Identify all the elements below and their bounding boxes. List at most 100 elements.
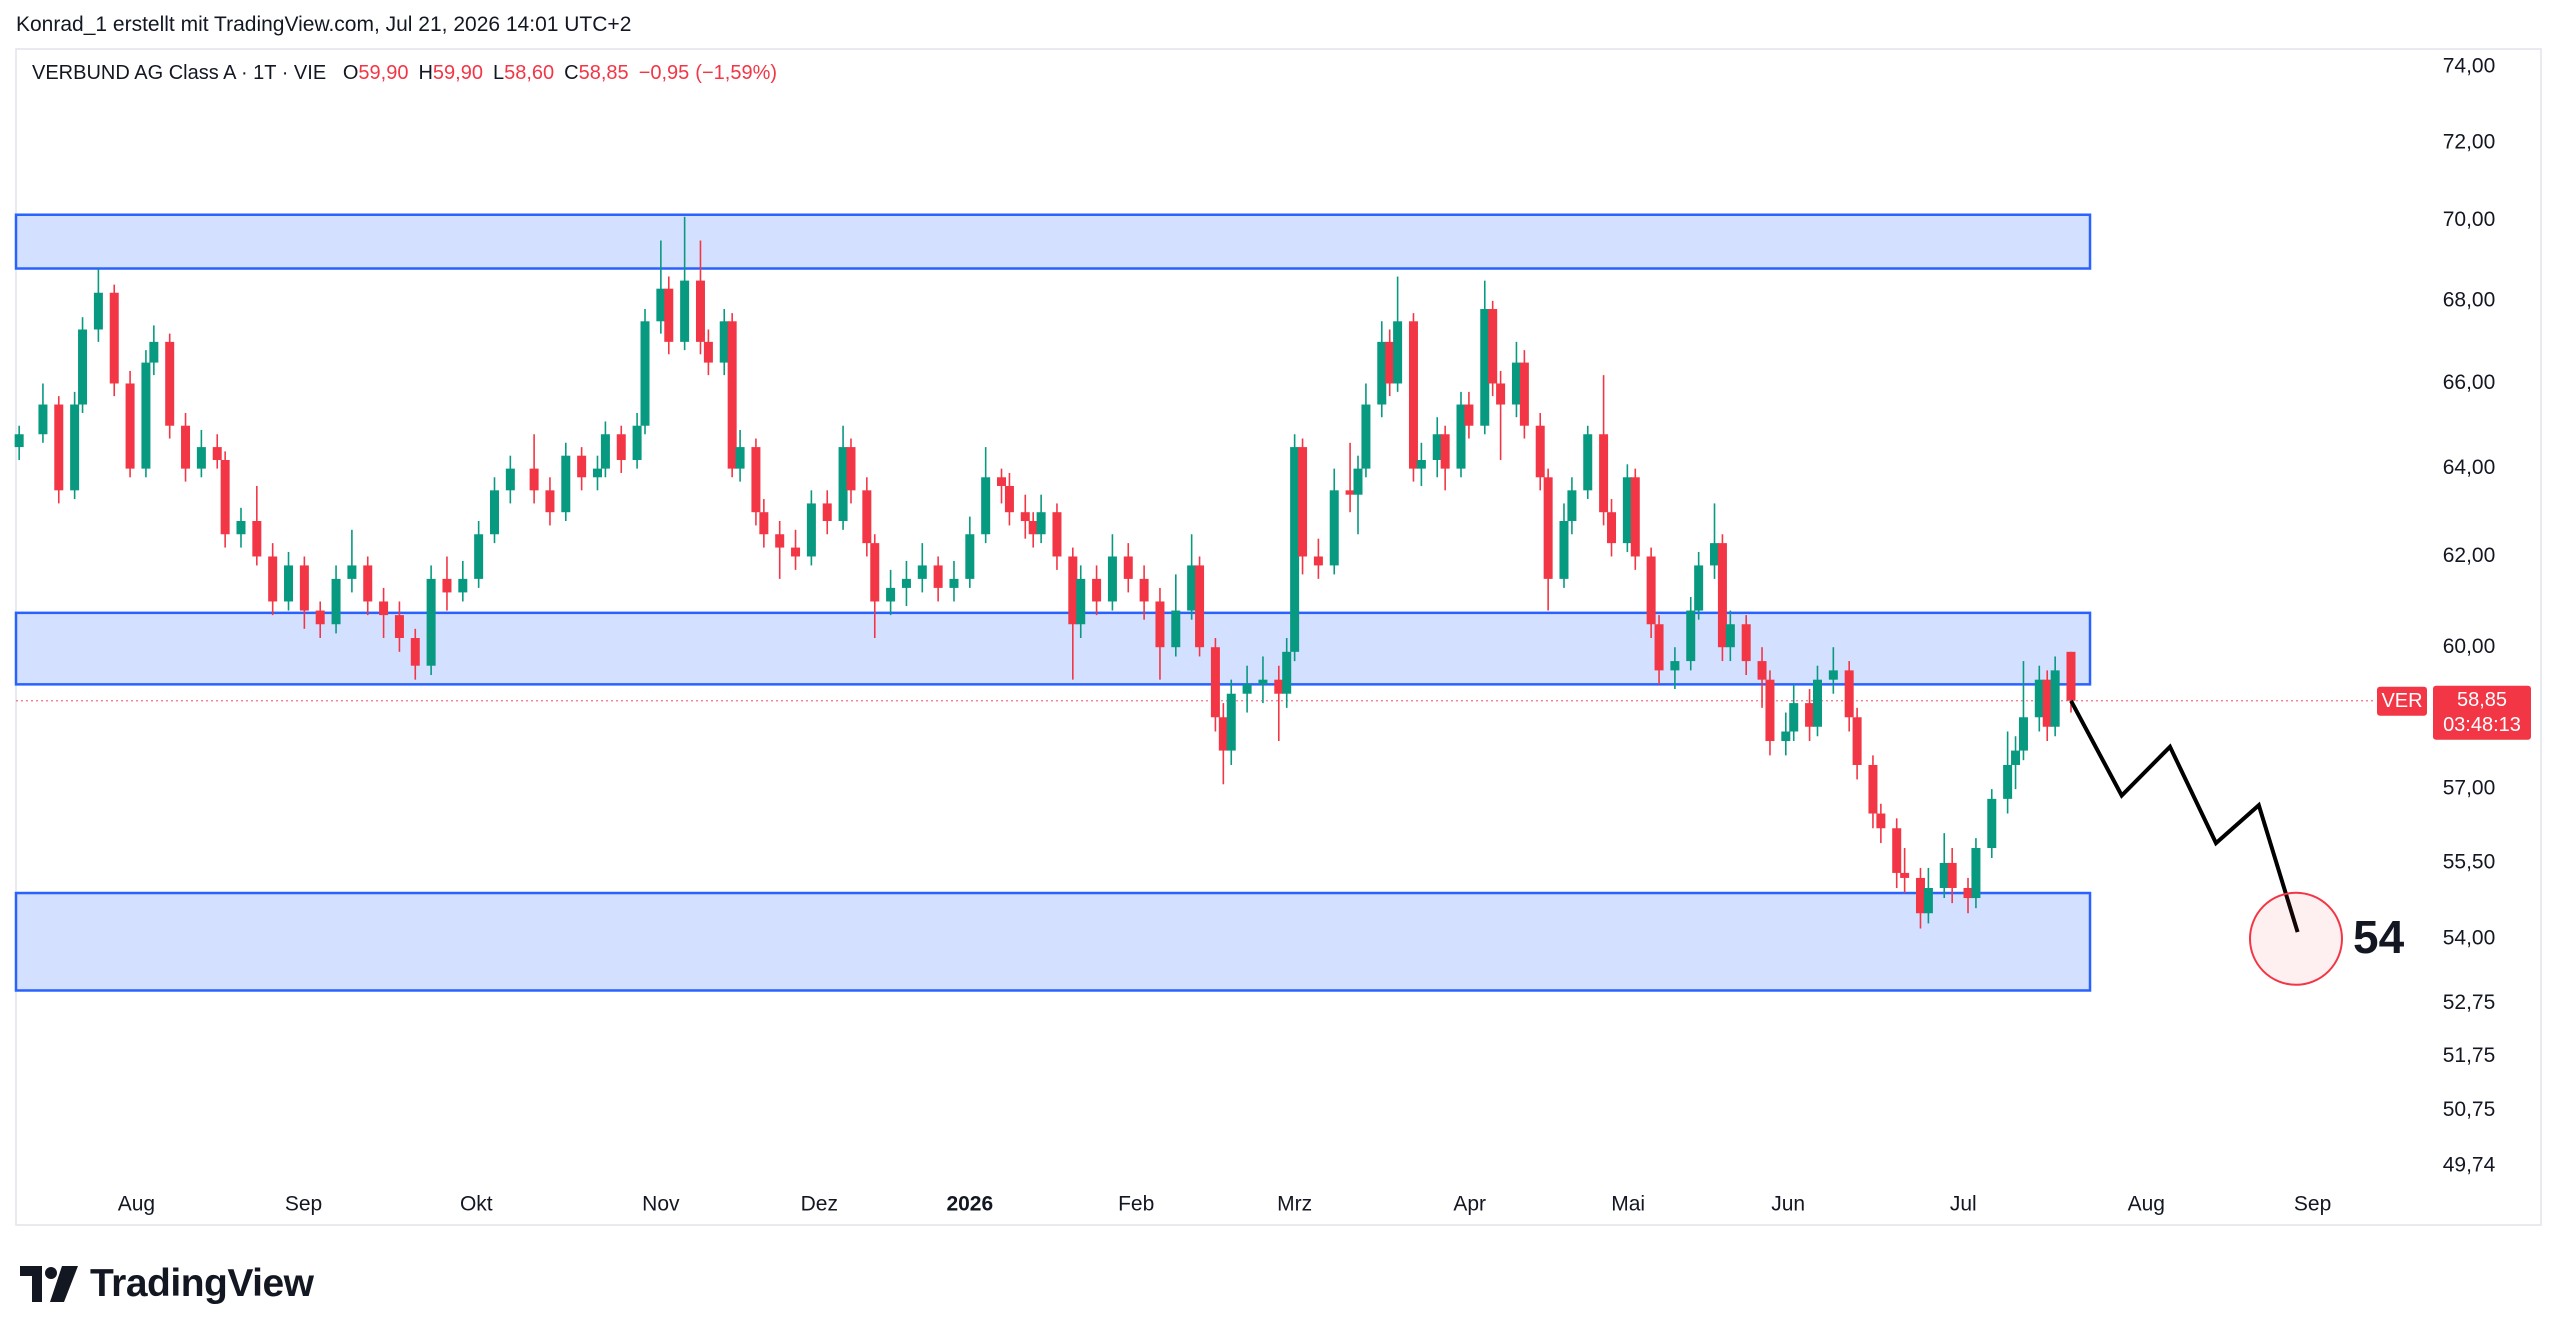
y-tick-label: 64,00 — [2443, 456, 2496, 479]
price-tag-countdown: 03:48:13 — [2443, 714, 2521, 736]
x-tick-label: Aug — [118, 1193, 155, 1216]
y-tick-label: 57,00 — [2443, 777, 2496, 800]
candle-body — [1464, 404, 1474, 426]
candle-body — [1511, 362, 1521, 405]
candle-body — [1218, 717, 1228, 751]
candle-body — [1195, 565, 1205, 648]
candle-body — [870, 543, 880, 602]
candle-body — [1828, 670, 1838, 680]
candle-body — [1107, 556, 1117, 602]
candle-body — [1258, 679, 1268, 685]
candle-body — [592, 468, 602, 478]
candle-body — [1385, 341, 1395, 384]
candle-body — [1868, 764, 1878, 814]
candle-body — [1353, 468, 1363, 495]
candle-body — [1345, 490, 1355, 495]
price-tag-value: 58,85 — [2457, 689, 2507, 711]
candle-body — [719, 321, 729, 363]
candle-body — [822, 503, 832, 522]
target-circle — [2248, 891, 2343, 986]
candle-body — [1274, 679, 1284, 694]
x-tick-label: Okt — [460, 1193, 493, 1216]
x-tick-label: Apr — [1453, 1193, 1486, 1216]
zone — [14, 891, 2092, 992]
candle-body — [268, 556, 278, 602]
candle-body — [2003, 764, 2013, 799]
y-tick-label: 74,00 — [2443, 54, 2496, 77]
candle-body — [505, 468, 515, 491]
candle-body — [1298, 447, 1308, 557]
candle-body — [1710, 543, 1720, 566]
candle-body — [165, 341, 175, 426]
brand-name: TradingView — [90, 1262, 314, 1305]
candle-body — [1630, 477, 1640, 557]
brand: TradingView — [20, 1262, 314, 1306]
candle-body — [14, 434, 24, 448]
candle-body — [1329, 490, 1339, 566]
candle-body — [426, 578, 436, 666]
zone — [14, 611, 2092, 686]
candle-body — [1519, 362, 1529, 426]
candle-body — [1480, 309, 1490, 426]
candle-body — [1226, 693, 1236, 751]
candle-body — [965, 534, 975, 579]
candle-body — [284, 565, 294, 602]
x-tick-label: Jun — [1771, 1193, 1805, 1216]
candle-body — [363, 565, 373, 602]
candle-body — [54, 404, 64, 491]
y-tick-label: 50,75 — [2443, 1098, 2496, 1121]
candle-body — [1923, 887, 1933, 914]
candle-body — [600, 434, 610, 469]
candle-body — [529, 468, 539, 491]
y-tick-label: 62,00 — [2443, 544, 2496, 567]
candle-body — [252, 521, 262, 557]
ohlc-value: 58,60 — [504, 62, 555, 84]
candle-body — [561, 455, 571, 513]
candle-body — [347, 565, 357, 579]
y-tick-label: 66,00 — [2443, 371, 2496, 394]
candle-body — [1092, 578, 1102, 602]
y-tick-label: 60,00 — [2443, 635, 2496, 658]
x-tick-label: Aug — [2128, 1193, 2165, 1216]
candle-body — [458, 578, 468, 593]
candle-body — [141, 362, 151, 469]
candle-body — [212, 447, 222, 460]
candle-body — [196, 447, 206, 469]
legend: VERBUND AG Class A · 1T · VIE O59,90 H59,… — [32, 62, 787, 85]
candle-body — [1004, 485, 1014, 513]
candle-body — [545, 490, 555, 513]
projection-line — [2069, 699, 2300, 933]
y-tick-label: 49,74 — [2443, 1154, 2496, 1177]
candle-body — [220, 459, 230, 535]
candle-body — [703, 341, 713, 363]
change-pct: (−1,59%) — [695, 62, 778, 84]
change: −0,95 — [638, 62, 690, 84]
candle-body — [1963, 887, 1973, 899]
candle-body — [394, 615, 404, 639]
candle-body — [1939, 862, 1949, 888]
candle-body — [1654, 624, 1664, 671]
candle-body — [1052, 512, 1062, 557]
candle-body — [695, 280, 705, 342]
candle-body — [474, 534, 484, 579]
y-tick-label: 72,00 — [2443, 130, 2496, 153]
candle-body — [640, 321, 650, 426]
candle-body — [1947, 862, 1957, 888]
price-tag-symbol-text: VER — [2381, 690, 2422, 712]
candle-body — [181, 425, 191, 469]
candle-body — [949, 578, 959, 588]
candle-body — [1377, 341, 1387, 405]
candle-body — [1686, 610, 1696, 662]
candle-body — [1607, 512, 1617, 544]
candle-body — [917, 565, 927, 579]
ohlc-key: L — [492, 62, 505, 84]
candle-body — [1361, 404, 1371, 469]
candle-body — [1646, 556, 1656, 625]
candle-body — [1282, 651, 1292, 694]
candle-body — [727, 321, 737, 469]
candle-body — [2018, 717, 2028, 751]
candle-body — [1852, 717, 1862, 765]
candle-body — [1812, 679, 1822, 727]
candle-body — [236, 521, 246, 535]
ohlc-value: 59,90 — [432, 62, 483, 84]
